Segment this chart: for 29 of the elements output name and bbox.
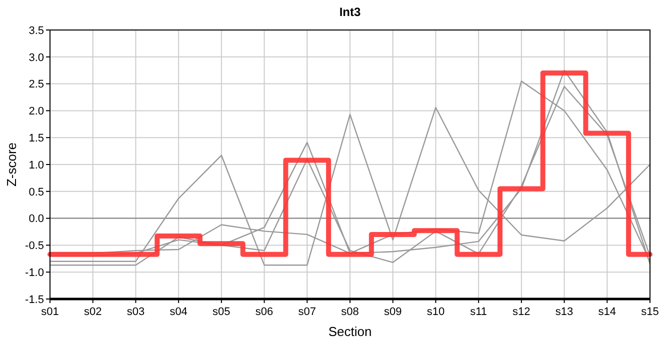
x-tick-label: s09 [384, 306, 402, 318]
x-tick-label: s13 [555, 306, 574, 318]
x-tick-label: s06 [255, 306, 274, 318]
chart-title: Int3 [339, 5, 361, 19]
x-tick-label: s14 [598, 306, 616, 318]
x-tick-label: s05 [212, 306, 230, 318]
x-tick-label: s03 [126, 306, 145, 318]
y-tick-label: 3.5 [28, 24, 44, 37]
y-tick-label: 2.0 [28, 106, 44, 118]
y-tick-label: 3.0 [28, 52, 44, 64]
y-tick-label: 1.5 [28, 132, 44, 144]
y-tick-label: 1.0 [28, 159, 44, 172]
y-tick-label: -1.0 [25, 266, 44, 279]
x-tick-label: s12 [512, 306, 530, 318]
x-tick-label: s11 [470, 306, 488, 318]
x-tick-label: s04 [170, 306, 188, 318]
x-tick-label: s15 [641, 306, 659, 318]
y-tick-label: -0.5 [25, 240, 44, 252]
x-tick-label: s01 [41, 306, 59, 318]
y-tick-label: 2.5 [28, 78, 44, 91]
y-tick-label: -1.5 [25, 294, 44, 306]
y-tick-label: 0.0 [28, 213, 44, 226]
x-axis-title: Section [328, 324, 372, 339]
y-axis-title: Z-score [4, 142, 19, 187]
x-tick-label: s10 [426, 306, 445, 318]
x-tick-label: s02 [84, 306, 102, 318]
x-tick-label: s07 [298, 306, 316, 318]
x-tick-label: s08 [341, 306, 359, 318]
y-tick-label: 0.5 [28, 186, 44, 198]
